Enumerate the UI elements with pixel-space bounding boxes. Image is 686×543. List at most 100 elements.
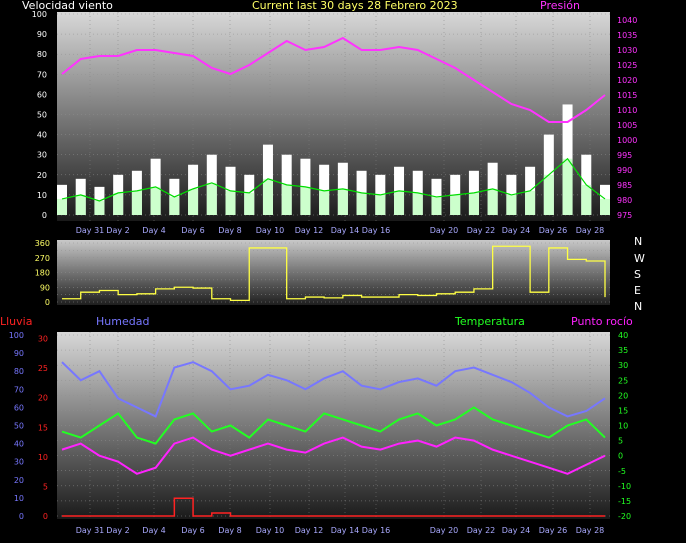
wind-direction-line	[62, 245, 606, 302]
y-temp-tick: -5	[618, 467, 626, 476]
y-dir-tick: 180	[35, 269, 50, 278]
y-humidity-tick: 80	[14, 367, 24, 376]
avg-wind-bar	[506, 194, 517, 215]
avg-wind-bar	[300, 186, 311, 215]
y-left-tick: 100	[32, 10, 47, 19]
x-tick-label: Day 2	[106, 226, 129, 235]
x-tick-label: Day 28	[576, 526, 605, 535]
x-tick-label: Day 6	[181, 526, 204, 535]
y-left-tick: 50	[37, 111, 47, 120]
avg-wind-bar	[581, 184, 592, 215]
avg-wind-bar	[319, 190, 330, 215]
x-tick-label: Day 20	[430, 226, 459, 235]
pressure-label: Presión	[540, 0, 580, 12]
y-right-tick: 1015	[617, 91, 637, 100]
avg-wind-bar	[562, 158, 573, 215]
x-tick-label: Day 14	[331, 526, 360, 535]
avg-wind-bar	[431, 196, 442, 215]
y-humidity-tick: 60	[14, 403, 24, 412]
y-temp-tick: 10	[618, 422, 628, 431]
chart-title: Current last 30 days 28 Febrero 2023	[252, 0, 458, 12]
compass-n-top: N	[634, 235, 642, 248]
y-dir-tick: 0	[45, 298, 50, 307]
y-temp-tick: -10	[618, 482, 631, 491]
y-right-tick: 1000	[617, 136, 637, 145]
x-tick-label: Day 16	[362, 526, 391, 535]
avg-wind-bar	[188, 188, 199, 215]
x-tick-label: Day 12	[295, 226, 324, 235]
y-right-tick: 995	[617, 151, 632, 160]
avg-wind-bar	[356, 192, 367, 215]
wind-speed-label: Velocidad viento	[22, 0, 113, 12]
y-temp-tick: 15	[618, 406, 628, 415]
x-tick-label: Day 26	[539, 226, 568, 235]
y-rain-tick: 25	[38, 364, 48, 373]
y-right-tick: 1005	[617, 121, 637, 130]
y-temp-tick: 5	[618, 437, 623, 446]
pressure-line	[61, 36, 606, 123]
y-temp-tick: 40	[618, 331, 628, 340]
y-humidity-tick: 90	[14, 349, 24, 358]
x-tick-label: Day 24	[502, 526, 531, 535]
y-left-tick: 70	[37, 70, 47, 79]
avg-wind-bar	[487, 188, 498, 215]
avg-wind-bar	[206, 182, 217, 215]
y-humidity-tick: 30	[14, 458, 24, 467]
avg-wind-bar	[57, 198, 67, 215]
y-temp-tick: 30	[618, 361, 628, 370]
x-tick-label: Day 31	[76, 526, 105, 535]
dewpoint-label: Punto rocío	[571, 315, 633, 328]
y-temp-tick: 0	[618, 452, 623, 461]
compass-w: W	[634, 252, 645, 265]
avg-wind-bar	[150, 186, 161, 215]
avg-wind-bar	[281, 184, 292, 215]
y-rain-tick: 15	[38, 423, 48, 432]
y-left-tick: 60	[37, 90, 47, 99]
temperature-line	[61, 406, 606, 445]
compass-s: S	[634, 268, 641, 281]
y-temp-tick: -20	[618, 512, 631, 521]
avg-wind-bar	[169, 196, 180, 215]
y-humidity-tick: 0	[19, 512, 24, 521]
wind-speed-bar	[319, 164, 330, 215]
y-left-tick: 90	[37, 30, 47, 39]
avg-wind-bar	[600, 198, 610, 215]
avg-wind-bar	[412, 192, 423, 215]
x-tick-label: Day 10	[256, 226, 285, 235]
y-right-tick: 1040	[617, 16, 637, 25]
y-left-tick: 40	[37, 131, 47, 140]
dewpoint-line	[61, 436, 606, 475]
y-right-tick: 1020	[617, 76, 637, 85]
y-dir-tick: 360	[35, 239, 50, 248]
y-right-tick: 1025	[617, 61, 637, 70]
x-tick-label: Day 8	[218, 226, 241, 235]
y-dir-tick: 90	[40, 283, 50, 292]
x-tick-label: Day 4	[142, 226, 165, 235]
x-tick-label: Day 4	[142, 526, 165, 535]
avg-wind-bar	[94, 200, 105, 215]
top-panel-bg	[57, 12, 610, 221]
compass-n-bottom: N	[634, 300, 642, 313]
y-right-tick: 985	[617, 181, 632, 190]
y-temp-tick: 35	[618, 346, 628, 355]
y-left-tick: 20	[37, 171, 47, 180]
x-tick-label: Day 22	[467, 526, 496, 535]
avg-wind-line	[61, 157, 606, 202]
avg-wind-bar	[244, 192, 255, 215]
avg-wind-bar	[113, 192, 124, 215]
y-humidity-tick: 70	[14, 385, 24, 394]
x-tick-label: Day 28	[576, 226, 605, 235]
y-left-tick: 80	[37, 50, 47, 59]
y-right-tick: 980	[617, 196, 632, 205]
y-right-tick: 1035	[617, 31, 637, 40]
tick-labels: Day 31 Day 2 Day 4 Day 6 Day 8 Day 10 Day 12 Da…	[9, 10, 638, 535]
y-rain-tick: 10	[38, 453, 48, 462]
y-right-tick: 975	[617, 211, 632, 220]
avg-wind-bar	[394, 190, 405, 215]
avg-wind-bar	[468, 192, 479, 215]
x-tick-label: Day 10	[256, 526, 285, 535]
y-temp-tick: 25	[618, 376, 628, 385]
x-tick-label: Day 26	[539, 526, 568, 535]
avg-wind-bar	[225, 190, 236, 215]
